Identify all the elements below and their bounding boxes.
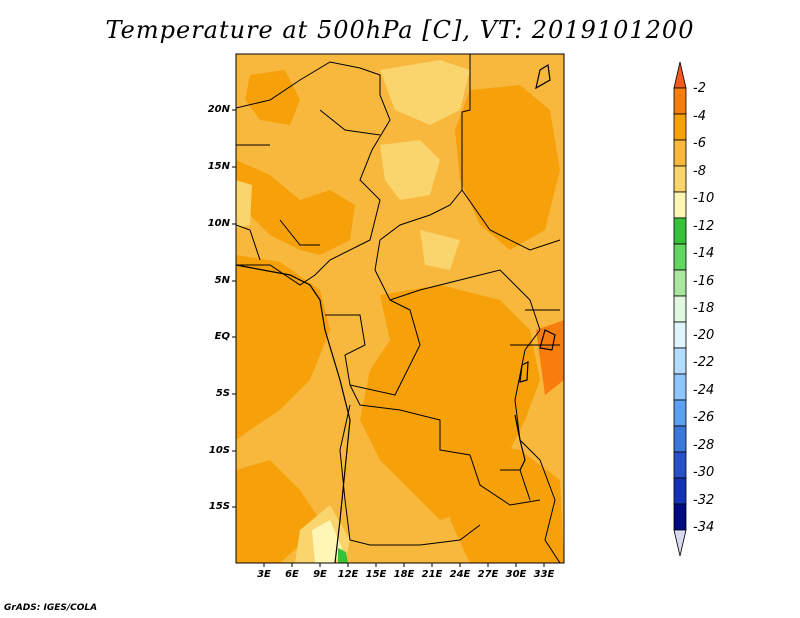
x-label-3e: 3E <box>257 569 271 580</box>
colorbar-label: -2 <box>693 81 706 96</box>
colorbar-box <box>673 269 687 297</box>
colorbar-box <box>673 373 687 401</box>
warm-region-north <box>245 70 300 125</box>
colorbar-label: -28 <box>693 438 715 453</box>
colorbar-label: -32 <box>693 493 715 508</box>
colorbar-boxes <box>673 87 687 531</box>
x-label-24e: 24E <box>449 569 471 580</box>
x-label-30e: 30E <box>505 569 527 580</box>
colorbar-label: -26 <box>693 410 715 425</box>
colorbar-label: -18 <box>693 301 715 316</box>
warm-region-sudan <box>455 85 560 250</box>
colorbar-box <box>673 399 687 427</box>
colorbar-label: -8 <box>693 164 706 179</box>
colorbar-label: -14 <box>693 246 715 261</box>
warm-region-south-east <box>450 440 564 563</box>
x-label-18e: 18E <box>393 569 415 580</box>
colorbar-box <box>673 191 687 219</box>
temperature-field <box>236 54 564 563</box>
cool-region-car <box>420 230 460 270</box>
colorbar-box <box>673 477 687 505</box>
colorbar-box <box>673 243 687 271</box>
colorbar-label: -30 <box>693 465 715 480</box>
y-label-5s: 5S <box>215 388 230 399</box>
y-label-15s: 15S <box>208 501 230 512</box>
colorbar-box <box>673 165 687 193</box>
map-title: Temperature at 500hPa [C], VT: 201910120… <box>105 16 695 44</box>
cool-region-chad <box>380 140 440 200</box>
colorbar-box <box>673 295 687 323</box>
colorbar-label: -6 <box>693 136 706 151</box>
x-label-15e: 15E <box>365 569 387 580</box>
colorbar-top-arrow <box>673 61 687 89</box>
x-label-6e: 6E <box>285 569 299 580</box>
x-axis-ticks <box>263 563 545 567</box>
warm-region-gulf <box>236 255 330 440</box>
colorbar <box>673 61 687 557</box>
x-label-27e: 27E <box>477 569 499 580</box>
colorbar-label: -4 <box>693 109 706 124</box>
x-label-9e: 9E <box>313 569 327 580</box>
y-label-5n: 5N <box>214 275 230 286</box>
colorbar-box <box>673 321 687 349</box>
coldest-patch-namibia <box>338 548 348 563</box>
y-label-10n: 10N <box>207 218 230 229</box>
colorbar-bottom-arrow <box>673 529 687 557</box>
cold-region-namibia <box>312 520 342 563</box>
colorbar-box <box>673 347 687 375</box>
footer-credit: GrADS: IGES/COLA <box>4 603 98 613</box>
colorbar-box <box>673 503 687 531</box>
colorbar-box <box>673 425 687 453</box>
colorbar-label: -20 <box>693 328 715 343</box>
y-label-20n: 20N <box>207 104 230 115</box>
colorbar-box <box>673 87 687 115</box>
map-frame <box>235 53 565 564</box>
y-label-eq: EQ <box>214 331 230 342</box>
colorbar-label: -10 <box>693 191 715 206</box>
colorbar-label: -24 <box>693 383 715 398</box>
y-axis-ticks <box>232 109 236 508</box>
warm-region-north-west <box>236 160 355 255</box>
colorbar-label: -16 <box>693 274 715 289</box>
x-label-21e: 21E <box>421 569 443 580</box>
cool-region-west-edge <box>236 180 252 228</box>
colorbar-box <box>673 113 687 141</box>
cool-region-libya <box>380 60 470 125</box>
coastline-and-lakes <box>236 63 556 563</box>
colorbar-box <box>673 451 687 479</box>
colorbar-label: -34 <box>693 520 715 535</box>
colorbar-label: -12 <box>693 219 715 234</box>
colorbar-box <box>673 217 687 245</box>
y-label-10s: 10S <box>208 445 230 456</box>
colorbar-box <box>673 139 687 167</box>
colorbar-label: -22 <box>693 355 715 370</box>
x-label-12e: 12E <box>337 569 359 580</box>
political-borders <box>236 54 561 563</box>
y-label-15n: 15N <box>207 161 230 172</box>
x-label-33e: 33E <box>533 569 555 580</box>
